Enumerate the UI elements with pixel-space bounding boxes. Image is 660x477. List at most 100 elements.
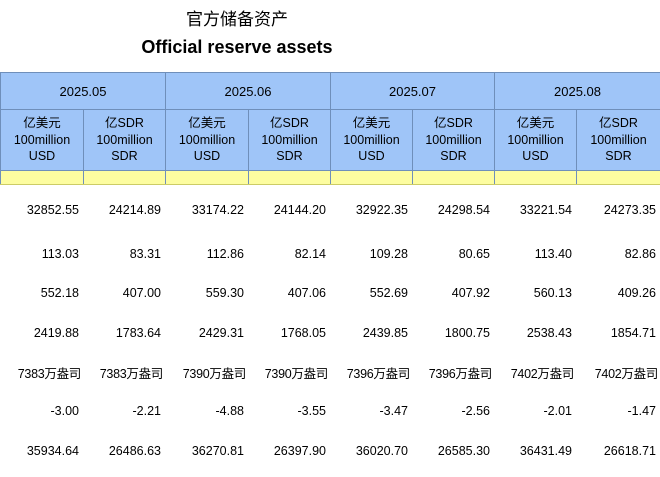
table-cell: 559.30 — [205, 286, 244, 301]
unit-header-sdr: 亿SDR 100million SDR — [248, 109, 331, 171]
unit-label-cn: 亿美元 — [23, 116, 61, 131]
unit-label-magnitude: 100million — [178, 132, 236, 147]
table-cell: 409.26 — [617, 286, 656, 301]
table-cell: 36020.70 — [355, 443, 408, 458]
table-row: 2419.88 1783.64 2429.31 1768.05 2439.85 1800.… — [1, 313, 660, 352]
unit-label-cn: 亿美元 — [188, 116, 226, 131]
table-cell: 35934.64 — [26, 443, 79, 458]
unit-label-cn: 亿SDR — [599, 116, 638, 131]
period-header: 2025.06 — [165, 72, 331, 110]
table-row: 113.03 83.31 112.86 82.14 109.28 80.65 113.40 8… — [1, 235, 660, 274]
table-cell: 407.06 — [287, 286, 326, 301]
unit-label-cn: 亿SDR — [105, 116, 144, 131]
table-cell: 2419.88 — [33, 325, 79, 340]
table-cell: 1854.71 — [610, 325, 656, 340]
table-cell: 26397.90 — [273, 443, 326, 458]
table-cell: -2.21 — [132, 404, 162, 419]
unit-header-usd: 亿美元 100million USD — [494, 109, 577, 171]
table-cell: 83.31 — [129, 247, 161, 262]
table-cell: 1768.05 — [280, 325, 326, 340]
table-cell: 7383万盎司 — [99, 366, 164, 381]
table-cell: 552.18 — [40, 286, 79, 301]
table-cell: -2.56 — [461, 404, 491, 419]
table-cell: 2439.85 — [362, 325, 408, 340]
unit-label-magnitude: 100million — [96, 132, 153, 147]
table-cell: 24214.89 — [108, 202, 161, 217]
table-cell: 109.28 — [369, 247, 408, 262]
spacer-cell — [494, 170, 577, 185]
unit-header-sdr: 亿SDR 100million SDR — [576, 109, 660, 171]
unit-label-magnitude: 100million — [507, 132, 564, 147]
table-cell: 26618.71 — [603, 443, 656, 458]
spacer-cell — [576, 170, 660, 185]
table-cell: 1783.64 — [115, 325, 161, 340]
table-cell: 7390万盎司 — [182, 366, 247, 381]
table-cell: 24273.35 — [603, 202, 656, 217]
unit-label-magnitude: 100million — [261, 132, 318, 147]
unit-label-currency: SDR — [276, 149, 303, 164]
table-cell: 407.92 — [451, 286, 490, 301]
table-cell: 80.65 — [458, 247, 490, 262]
unit-header-sdr: 亿SDR 100million SDR — [83, 109, 166, 171]
unit-label-cn: 亿SDR — [434, 116, 473, 131]
table-cell: 7396万盎司 — [346, 366, 411, 381]
period-header: 2025.08 — [494, 72, 660, 110]
unit-label-cn: 亿美元 — [352, 116, 391, 131]
table-cell: 82.86 — [624, 247, 656, 262]
table-row: 35934.64 26486.63 36270.81 26397.90 36020.70… — [1, 431, 660, 470]
table-cell: 24144.20 — [273, 202, 326, 217]
table-row: 7383万盎司 7383万盎司 7390万盎司 7390万盎司 7396万盎司 7396万… — [1, 352, 660, 391]
table-cell: 2429.31 — [198, 325, 244, 340]
unit-label-magnitude: 100million — [343, 132, 400, 147]
reserve-assets-table: 2025.05 2025.06 2025.07 2025.08 亿美元 100m… — [0, 72, 660, 470]
table-cell: 7402万盎司 — [510, 366, 575, 381]
unit-label-cn: 亿美元 — [516, 116, 555, 131]
table-cell: 113.40 — [534, 247, 572, 262]
unit-header-usd: 亿美元 100million USD — [165, 109, 249, 171]
spacer-cell — [83, 170, 166, 185]
table-cell: -4.88 — [215, 404, 245, 419]
unit-label-magnitude: 100million — [13, 132, 71, 147]
table-cell: 7402万盎司 — [594, 366, 659, 381]
unit-label-currency: USD — [28, 149, 56, 164]
table-cell: 33221.54 — [519, 202, 572, 217]
table-cell: 32852.55 — [26, 202, 79, 217]
spacer-cell — [330, 170, 413, 185]
page-title-english: Official reserve assets — [141, 37, 333, 57]
unit-label-currency: USD — [522, 149, 549, 164]
table-cell: 33174.22 — [191, 202, 244, 217]
table-cell: 26486.63 — [108, 443, 161, 458]
unit-label-currency: SDR — [440, 149, 467, 164]
table-cell: 2538.43 — [526, 325, 572, 340]
unit-label-currency: SDR — [605, 149, 632, 164]
table-cell: 82.14 — [294, 247, 326, 262]
table-cell: 407.00 — [122, 286, 161, 301]
table-cell: 36270.81 — [191, 443, 244, 458]
table-cell: 560.13 — [533, 286, 572, 301]
table-cell: 24298.54 — [437, 202, 490, 217]
table-cell: -2.01 — [543, 404, 573, 419]
unit-header-row: 亿美元 100million USD 亿SDR 100million SDR 亿… — [0, 109, 660, 171]
unit-label-magnitude: 100million — [425, 132, 482, 147]
spacer-cell — [0, 170, 84, 185]
table-cell: 113.03 — [41, 247, 79, 262]
table-cell: 552.69 — [369, 286, 408, 301]
unit-label-currency: USD — [193, 149, 221, 164]
page-title-chinese: 官方储备资产 — [186, 10, 288, 30]
table-cell: 1800.75 — [444, 325, 490, 340]
table-cell: -3.55 — [297, 404, 327, 419]
period-header: 2025.05 — [0, 72, 166, 110]
spacer-cell — [248, 170, 331, 185]
table-cell: -1.47 — [627, 404, 657, 419]
unit-header-usd: 亿美元 100million USD — [330, 109, 413, 171]
unit-label-currency: USD — [358, 149, 385, 164]
spacer-cell — [412, 170, 495, 185]
table-cell: -3.00 — [50, 404, 80, 419]
table-cell: 36431.49 — [519, 443, 572, 458]
unit-label-cn: 亿SDR — [270, 116, 309, 131]
table-row: 32852.55 24214.89 33174.22 24144.20 32922.35… — [1, 185, 660, 235]
table-row: 552.18 407.00 559.30 407.06 552.69 407.92 560.… — [1, 274, 660, 313]
unit-label-currency: SDR — [111, 149, 138, 164]
table-cell: 26585.30 — [437, 443, 490, 458]
table-cell: 112.86 — [206, 247, 244, 262]
